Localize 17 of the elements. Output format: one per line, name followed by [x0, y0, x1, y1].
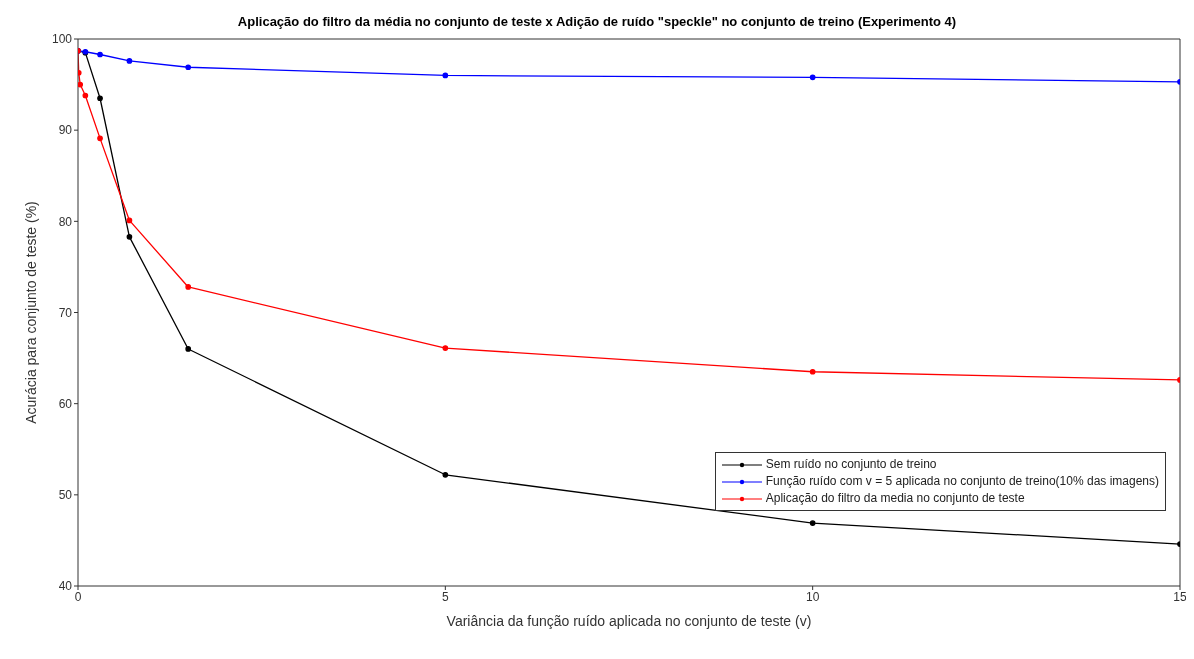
legend-label: Função ruído com v = 5 aplicada no conjunto de treino(10% das imagens): [765, 473, 1159, 490]
y-tick-label: 60: [58, 396, 73, 411]
y-tick-label: 40: [58, 579, 73, 594]
x-tick-label: 5: [441, 589, 449, 604]
chart-title: Aplicação do filtro da média no conjunto de teste x Adição de ruído "speckle" no conjunto de treino (Experimento 4): [236, 14, 958, 29]
legend-label: Sem ruído no conjunto de treino: [765, 456, 937, 473]
y-tick-label: 80: [58, 214, 73, 229]
x-tick-label: 10: [805, 589, 820, 604]
y-tick-label: 90: [58, 123, 73, 138]
legend-label: Aplicação do filtro da media no conjunto de teste: [765, 490, 1025, 507]
y-axis-title: Acurácia para conjunto de teste (%): [22, 201, 39, 424]
y-tick-label: 70: [58, 305, 73, 320]
x-axis-title: Variância da função ruído aplicada no conjunto de teste (v): [446, 613, 812, 629]
x-tick-label: 15: [1173, 589, 1187, 604]
x-tick-label: 0: [74, 589, 82, 604]
y-tick-label: 50: [58, 488, 73, 503]
y-tick-label: 100: [51, 32, 73, 47]
